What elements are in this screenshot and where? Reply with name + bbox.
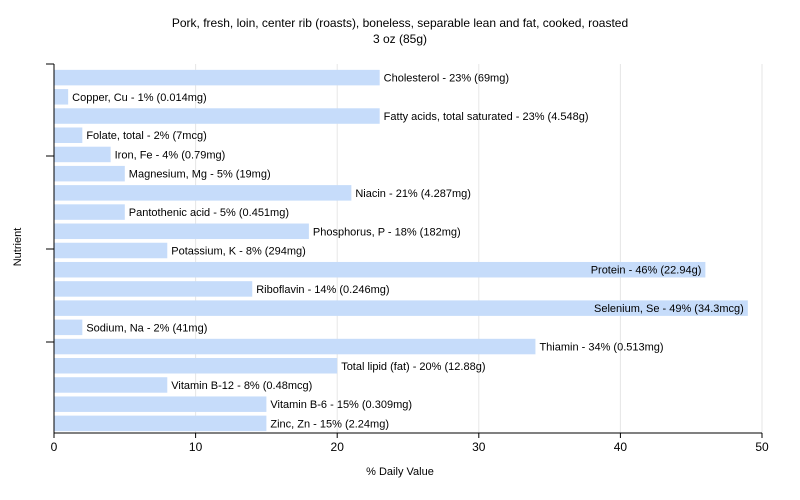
bar: [54, 358, 338, 374]
bar-label: Cholesterol - 23% (69mg): [384, 73, 509, 85]
bar: [54, 165, 125, 182]
bar-label: Selenium, Se - 49% (34.3mcg): [594, 303, 744, 315]
bar-label: Iron, Fe - 4% (0.79mg): [115, 149, 226, 161]
bar-label: Phosphorus, P - 18% (182mg): [313, 226, 461, 238]
bar: [54, 185, 352, 201]
x-tick-label: 40: [614, 440, 628, 454]
bar: [54, 338, 536, 355]
bar: [54, 300, 748, 316]
bar-label: Protein - 46% (22.94g): [591, 265, 702, 277]
bar-label: Fatty acids, total saturated - 23% (4.54…: [384, 111, 589, 123]
chart-title: Pork, fresh, loin, center rib (roasts), …: [171, 16, 629, 30]
bar: [54, 396, 267, 412]
bar-label: Total lipid (fat) - 20% (12.88g): [341, 361, 485, 373]
x-tick-label: 0: [51, 440, 58, 454]
bar: [54, 261, 706, 278]
x-tick-label: 30: [472, 440, 486, 454]
bar: [54, 89, 69, 105]
bar: [54, 69, 380, 86]
bar: [54, 377, 168, 393]
bar: [54, 319, 83, 336]
bar-label: Zinc, Zn - 15% (2.24mg): [270, 418, 389, 430]
bar-label: Vitamin B-6 - 15% (0.309mg): [270, 399, 412, 411]
x-tick-label: 20: [331, 440, 345, 454]
bar: [54, 127, 83, 143]
bar-label: Pantothenic acid - 5% (0.451mg): [129, 207, 289, 219]
bar: [54, 415, 267, 432]
bar: [54, 223, 309, 240]
bar-label: Vitamin B-12 - 8% (0.48mcg): [171, 380, 312, 392]
bar-label: Sodium, Na - 2% (41mg): [86, 322, 207, 334]
bar: [54, 242, 168, 259]
y-axis-label: Nutrient: [12, 227, 24, 267]
x-tick-label: 50: [755, 440, 769, 454]
bar-label: Copper, Cu - 1% (0.014mg): [72, 92, 207, 104]
x-axis-label: % Daily Value: [366, 466, 434, 478]
bar-label: Magnesium, Mg - 5% (19mg): [129, 169, 271, 181]
bar: [54, 108, 380, 124]
bar: [54, 281, 253, 297]
x-tick-label: 10: [189, 440, 203, 454]
bar-label: Potassium, K - 8% (294mg): [171, 246, 306, 258]
bar-label: Niacin - 21% (4.287mg): [355, 188, 471, 200]
bar: [54, 204, 125, 220]
chart-subtitle: 3 oz (85g): [372, 32, 428, 46]
bar-label: Riboflavin - 14% (0.246mg): [256, 284, 389, 296]
bar-label: Thiamin - 34% (0.513mg): [539, 342, 663, 354]
bar-label: Folate, total - 2% (7mcg): [86, 130, 206, 142]
bar: [54, 146, 111, 163]
